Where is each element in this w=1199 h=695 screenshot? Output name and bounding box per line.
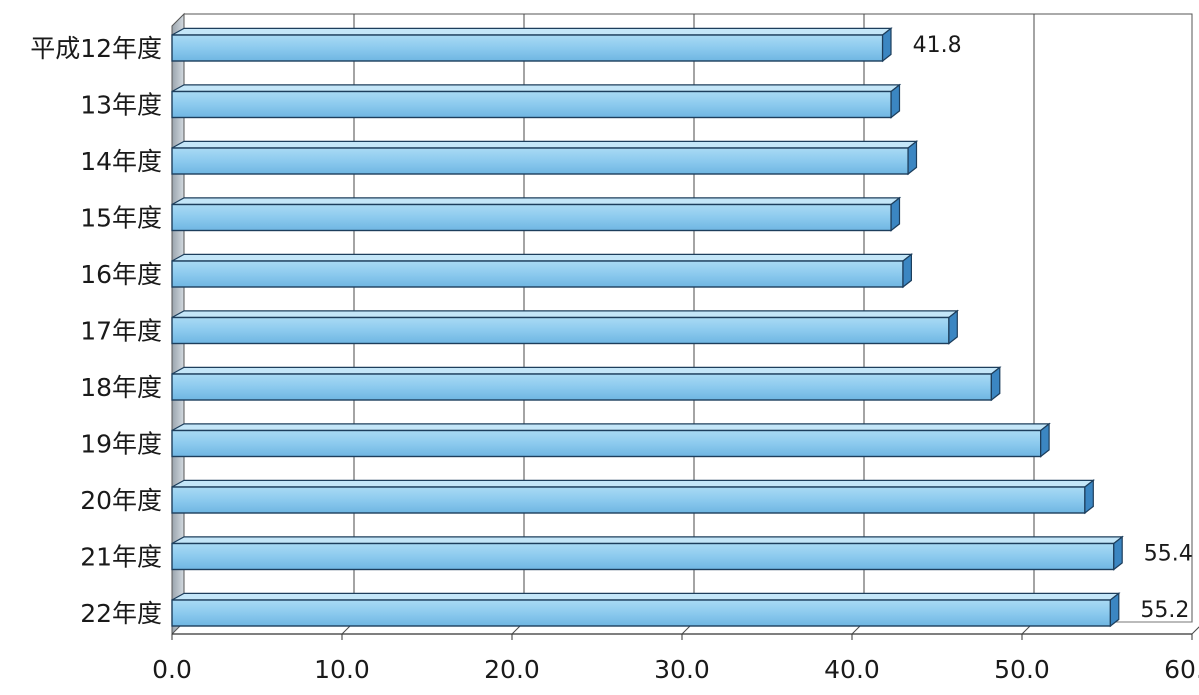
bar-front-face xyxy=(171,599,1112,627)
bar xyxy=(171,253,914,289)
category-label: 20年度 xyxy=(80,486,162,515)
bar-front-face xyxy=(171,260,904,288)
bar-top-face xyxy=(171,27,893,36)
bar-top-face xyxy=(171,84,902,93)
bar-top-face xyxy=(171,197,902,206)
category-label: 17年度 xyxy=(80,317,162,346)
x-tick-label: 30.0 xyxy=(654,655,710,684)
bar xyxy=(171,140,919,176)
bar-front-face xyxy=(171,316,950,345)
data-label: 41.8 xyxy=(913,33,962,58)
data-label: 55.2 xyxy=(1140,598,1189,623)
bar-side-face xyxy=(890,83,901,119)
bar xyxy=(171,479,1096,515)
x-tick-label: 60.0 xyxy=(1164,655,1199,684)
bar-top-face xyxy=(171,253,914,262)
category-label: 14年度 xyxy=(80,147,162,176)
bar xyxy=(171,366,1002,402)
bar-side-face xyxy=(907,140,918,176)
bar-side-face xyxy=(1113,535,1123,571)
bar-front-face xyxy=(171,203,892,232)
bar-side-face xyxy=(902,253,913,289)
bar xyxy=(171,535,1124,571)
bar-side-face xyxy=(948,309,958,345)
bar-side-face xyxy=(1109,592,1120,628)
category-label: 19年度 xyxy=(80,430,162,459)
bar xyxy=(171,83,902,119)
category-label: 平成12年度 xyxy=(30,34,162,63)
bar xyxy=(171,592,1121,628)
bar-top-face xyxy=(171,592,1121,601)
gridline-floor xyxy=(1191,626,1199,635)
bar-side-face xyxy=(881,27,892,63)
x-tick-label: 50.0 xyxy=(994,655,1050,684)
bar-side-face xyxy=(1084,479,1094,515)
x-tick-label: 10.0 xyxy=(314,655,370,684)
bar-front-face xyxy=(171,542,1115,571)
category-label: 15年度 xyxy=(80,204,162,233)
x-tick-label: 0.0 xyxy=(152,655,192,684)
bar-front-face xyxy=(171,486,1086,514)
bar xyxy=(171,422,1051,458)
bar xyxy=(171,27,893,63)
bar-front-face xyxy=(171,373,993,401)
category-label: 21年度 xyxy=(80,543,162,572)
x-tick-label: 20.0 xyxy=(484,655,540,684)
bar-top-face xyxy=(171,423,1051,432)
bar-side-face xyxy=(1040,422,1050,458)
category-label: 16年度 xyxy=(80,260,162,289)
bar-top-face xyxy=(171,140,919,149)
bar-front-face xyxy=(171,90,892,119)
bars xyxy=(171,27,1124,628)
bar-side-face xyxy=(890,196,901,232)
x-tick-label: 40.0 xyxy=(824,655,880,684)
data-label: 55.4 xyxy=(1144,542,1193,567)
bar-top-face xyxy=(171,479,1096,488)
bar-top-face xyxy=(171,536,1124,545)
bar xyxy=(171,196,902,232)
bar-side-face xyxy=(990,366,1001,402)
bar-front-face xyxy=(171,429,1042,458)
category-label: 22年度 xyxy=(80,599,162,628)
bar-front-face xyxy=(171,147,909,175)
category-label: 18年度 xyxy=(80,373,162,402)
category-label: 13年度 xyxy=(80,91,162,120)
bar-top-face xyxy=(171,366,1002,375)
bar-top-face xyxy=(171,310,960,319)
labels: 0.0 10.0 20.0 30.0 40.0 50.0 60.0 平成12年度 41.8 13年… xyxy=(30,33,1199,684)
bar-front-face xyxy=(171,34,884,62)
bar xyxy=(171,309,960,345)
